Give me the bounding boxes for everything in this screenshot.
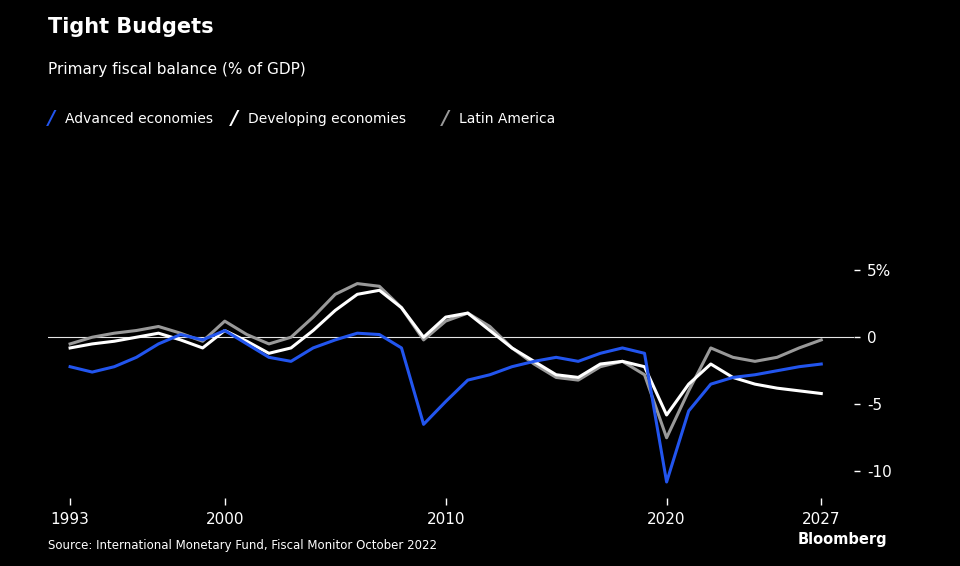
Text: Bloomberg: Bloomberg (798, 531, 887, 547)
Text: Tight Budgets: Tight Budgets (48, 17, 214, 37)
Text: Primary fiscal balance (% of GDP): Primary fiscal balance (% of GDP) (48, 62, 305, 78)
Text: Developing economies: Developing economies (248, 112, 406, 126)
Text: /: / (48, 109, 55, 128)
Text: /: / (442, 109, 448, 128)
Text: /: / (230, 109, 237, 128)
Text: Advanced economies: Advanced economies (65, 112, 213, 126)
Text: Latin America: Latin America (459, 112, 555, 126)
Text: Source: International Monetary Fund, Fiscal Monitor October 2022: Source: International Monetary Fund, Fis… (48, 539, 437, 552)
